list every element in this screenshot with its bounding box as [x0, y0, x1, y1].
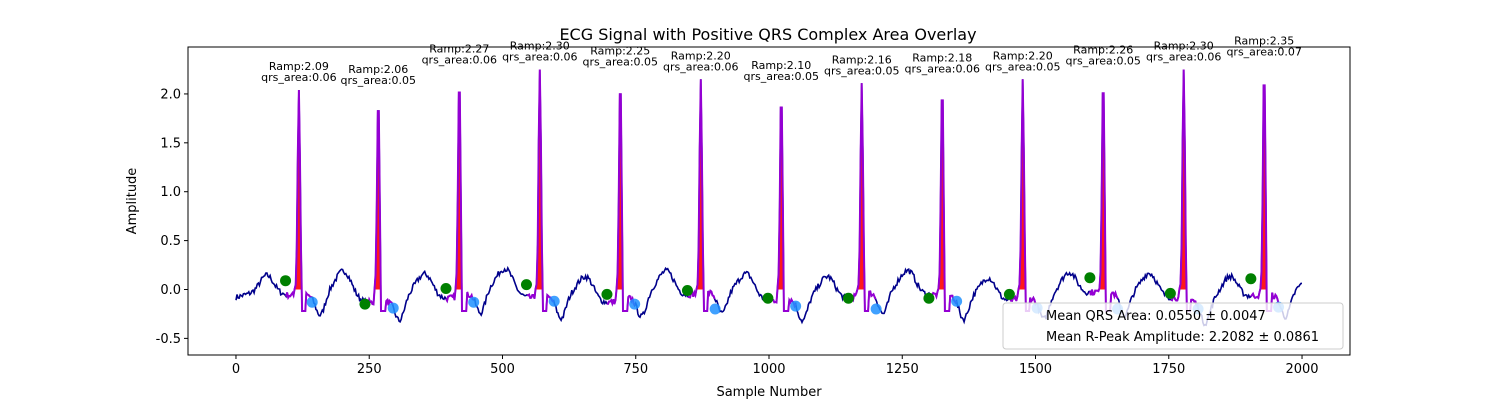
qrs-segment-line	[606, 93, 636, 312]
q-point	[1084, 272, 1096, 284]
beat-annotation-label: Ramp:2.27	[429, 43, 489, 56]
q-point	[520, 279, 532, 291]
beat-annotation-label: Ramp:2.20	[993, 49, 1053, 62]
s-point	[709, 303, 721, 315]
q-point	[1003, 288, 1015, 300]
beat-annotation-label: Ramp:2.35	[1234, 35, 1294, 48]
q-point	[1245, 273, 1257, 285]
beat-annotation-label: qrs_area:0.05	[1065, 55, 1140, 68]
s-point	[951, 295, 963, 307]
beat-annotation-label: Ramp:2.16	[832, 53, 892, 66]
beat-annotation-label: qrs_area:0.06	[904, 62, 979, 75]
y-tick-label: 2.0	[160, 87, 181, 102]
beat-annotation-label: Ramp:2.30	[1154, 40, 1214, 53]
legend-box	[1002, 302, 1344, 350]
beat-annotation-label: qrs_area:0.05	[985, 60, 1060, 73]
x-tick-label: 0	[232, 362, 240, 377]
y-axis-ticks: -0.5 0.0 0.5 1.0 1.5 2.0	[156, 87, 188, 347]
legend-entry-qrs-area: Mean QRS Area: 0.0550 ± 0.0047	[1046, 309, 1266, 324]
beat-annotation-label: qrs_area:0.06	[663, 60, 738, 73]
beat-annotation-label: qrs_area:0.05	[744, 70, 819, 83]
qrs-area-fill	[767, 107, 796, 290]
beat-annotations: Ramp:2.09qrs_area:0.06Ramp:2.06qrs_area:…	[261, 35, 1302, 87]
y-axis-label: Amplitude	[125, 168, 140, 235]
x-tick-label: 250	[357, 362, 382, 377]
chart-title: ECG Signal with Positive QRS Complex Are…	[559, 25, 976, 44]
x-axis-ticks: 0 250 500 750 1000 1250 1500 1750 2000	[232, 355, 1319, 377]
qrs-segment-line	[526, 69, 555, 312]
s-point	[548, 295, 560, 307]
q-point	[601, 288, 613, 300]
q-point	[762, 292, 774, 304]
beat-annotation-label: qrs_area:0.06	[502, 51, 577, 64]
beat-annotation-label: Ramp:2.10	[751, 59, 811, 72]
beat-annotation-label: qrs_area:0.05	[583, 55, 658, 68]
s-point	[468, 296, 480, 308]
x-tick-label: 1250	[886, 362, 919, 377]
x-tick-label: 1000	[752, 362, 785, 377]
x-tick-label: 2000	[1285, 362, 1318, 377]
beat-annotation-label: Ramp:2.09	[269, 60, 329, 73]
beat-annotation-label: qrs_area:0.05	[341, 74, 416, 87]
s-point	[629, 298, 641, 310]
y-tick-label: 0.5	[160, 234, 181, 249]
y-tick-label: 1.5	[160, 136, 181, 151]
beat-annotation-label: qrs_area:0.06	[422, 54, 497, 67]
legend-entry-r-amplitude: Mean R-Peak Amplitude: 2.2082 ± 0.0861	[1046, 330, 1319, 345]
q-point	[440, 283, 452, 295]
x-tick-label: 750	[623, 362, 648, 377]
x-tick-label: 1500	[1019, 362, 1052, 377]
q-point	[1164, 287, 1176, 299]
q-point	[280, 275, 292, 287]
q-point	[359, 298, 371, 310]
y-tick-label: 1.0	[160, 185, 181, 200]
x-tick-label: 500	[490, 362, 515, 377]
qrs-segment-line	[1088, 92, 1119, 312]
beat-annotation-label: Ramp:2.30	[510, 40, 570, 53]
y-tick-label: 0.0	[160, 283, 181, 298]
beat-annotation-label: Ramp:2.20	[671, 49, 731, 62]
q-point	[923, 292, 935, 304]
q-point	[681, 284, 693, 296]
y-tick-label: -0.5	[156, 332, 181, 347]
qrs-segment-line	[445, 91, 475, 312]
beat-annotation-label: Ramp:2.18	[912, 51, 972, 64]
qrs-segment-line	[1170, 69, 1199, 312]
qrs-segment-line	[1008, 79, 1038, 312]
x-axis-label: Sample Number	[716, 385, 822, 400]
s-point	[790, 300, 802, 312]
beat-annotation-label: qrs_area:0.05	[824, 64, 899, 77]
s-point	[306, 296, 318, 308]
q-point	[842, 292, 854, 304]
s-point	[387, 302, 399, 314]
x-tick-label: 1750	[1152, 362, 1185, 377]
qrs-segment-line	[285, 89, 312, 312]
beat-annotation-label: qrs_area:0.06	[1146, 51, 1221, 64]
q-points	[280, 272, 1257, 310]
qrs-segment-line	[927, 99, 958, 312]
beat-annotation-label: Ramp:2.06	[348, 63, 408, 76]
beat-annotation-label: qrs_area:0.07	[1226, 46, 1301, 59]
qrs-area-fill	[285, 90, 313, 290]
beat-annotation-label: Ramp:2.25	[590, 44, 650, 57]
beat-annotation-label: qrs_area:0.06	[261, 71, 336, 84]
s-point	[870, 303, 882, 315]
legend: Mean QRS Area: 0.0550 ± 0.0047 Mean R-Pe…	[1002, 302, 1344, 350]
plot-frame	[187, 46, 1351, 356]
qrs-segment-line	[364, 110, 394, 312]
qrs-segment-line	[1250, 84, 1280, 312]
